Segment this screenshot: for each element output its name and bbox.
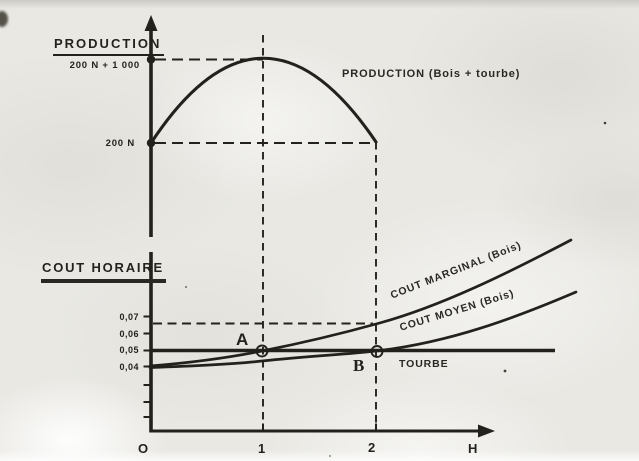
average-cost-curve: [148, 290, 578, 369]
xtick-origin-label: O: [138, 441, 149, 456]
scan-speck: [603, 121, 607, 125]
point-a-circle: [255, 344, 269, 358]
point-a-label: A: [236, 330, 249, 349]
scan-smudge: [0, 11, 8, 27]
cost-x-axis-ticks: [262, 423, 377, 430]
ytick-0-05: 0,05: [119, 344, 139, 355]
ytick-0-04: 0,04: [119, 361, 139, 372]
point-b-label: B: [353, 356, 365, 375]
cost-x-axis-arrowhead-icon: [478, 424, 495, 438]
production-upper-value-label: 200 N + 1 000: [69, 60, 140, 71]
production-axis-arrowhead-icon: [144, 15, 158, 31]
ytick-0-06: 0,06: [119, 328, 139, 339]
ytick-0-07: 0,07: [119, 311, 139, 322]
scan-speck: [503, 369, 507, 373]
cost-y-axis-ticks: [143, 315, 151, 418]
x-axis-title: H: [468, 441, 478, 456]
marginal-cost-curve: [148, 238, 573, 368]
scan-speck: [328, 454, 332, 458]
production-curve-label: PRODUCTION (Bois + tourbe): [342, 68, 521, 80]
scan-speck: [184, 285, 188, 289]
production-curve: [149, 56, 378, 145]
tourbe-curve-label: TOURBE: [399, 358, 449, 370]
cost-axis-title: COUT HORAIRE: [41, 260, 166, 283]
xtick-2-label: 2: [368, 440, 376, 455]
point-b-circle: [370, 345, 384, 358]
production-axis-title: PRODUCTION: [53, 36, 165, 56]
upper-value-dot: [146, 55, 156, 64]
production-lower-value-label: 200 N: [105, 137, 135, 149]
xtick-1-label: 1: [258, 441, 266, 456]
